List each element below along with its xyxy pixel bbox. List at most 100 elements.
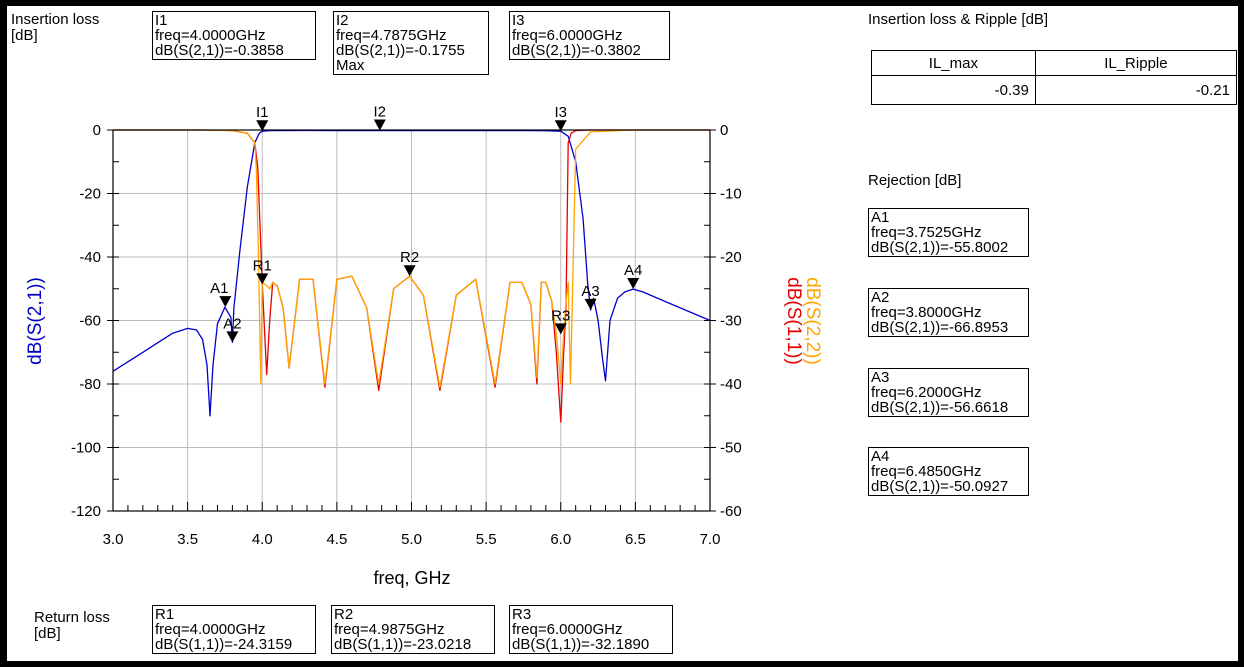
y-right-tick-label: 0 [720, 122, 728, 139]
marker-readout-r1[interactable]: R1 freq=4.0000GHz dB(S(1,1))=-24.3159 [152, 605, 316, 654]
y-right-tick-label: -60 [720, 503, 742, 520]
marker-readout-i3[interactable]: I3 freq=6.0000GHz dB(S(2,1))=-0.3802 [509, 11, 670, 60]
marker-readout-line: freq=3.8000GHz [871, 304, 982, 321]
marker-triangle-r1 [256, 273, 269, 285]
marker-readout-line: I2 [336, 12, 349, 29]
y-axis-right-label-s22: dB(S(2,2)) [802, 277, 823, 365]
x-tick-label: 5.5 [476, 531, 497, 548]
return-loss-unit: [dB] [34, 625, 61, 642]
il-max-value: -0.39 [871, 75, 1036, 105]
x-tick-label: 4.0 [252, 531, 273, 548]
marker-readout-line: dB(S(2,1))=-0.1755 [336, 42, 465, 59]
marker-readout-line: A4 [871, 448, 890, 465]
marker-readout-a4[interactable]: A4 freq=6.4850GHz dB(S(2,1))=-50.0927 [868, 447, 1029, 496]
marker-readout-i1[interactable]: I1 freq=4.0000GHz dB(S(2,1))=-0.3858 [152, 11, 316, 60]
marker-readout-a3[interactable]: A3 freq=6.2000GHz dB(S(2,1))=-56.6618 [868, 368, 1029, 417]
il-max-header: IL_max [871, 50, 1036, 76]
marker-readout-line: dB(S(1,1))=-23.0218 [334, 636, 472, 653]
marker-label-a2: A2 [223, 315, 241, 332]
marker-readout-line: dB(S(2,1))=-0.3858 [155, 42, 284, 59]
marker-readout-a2[interactable]: A2 freq=3.8000GHz dB(S(2,1))=-66.8953 [868, 288, 1029, 337]
y-left-tick-label: -20 [79, 186, 101, 203]
y-right-tick-label: -40 [720, 376, 742, 393]
y-right-tick-label: -30 [720, 313, 742, 330]
marker-readout-line: Max [336, 57, 365, 74]
page-canvas: Insertion loss [dB] I1 freq=4.0000GHz dB… [7, 6, 1238, 661]
x-tick-label: 7.0 [700, 531, 721, 548]
il-ripple-table: IL_max IL_Ripple -0.39 -0.21 [871, 50, 1238, 105]
il-ripple-title: Insertion loss & Ripple [dB] [868, 11, 1049, 28]
y-axis-left-label: dB(S(2,1)) [25, 277, 46, 365]
y-axis-right-label-s11: dB(S(1,1)) [783, 277, 804, 365]
y-left-tick-label: -40 [79, 249, 101, 266]
marker-readout-line: R1 [155, 606, 175, 623]
grid [112, 129, 711, 512]
marker-readout-line: I1 [155, 12, 168, 29]
marker-readout-line: freq=6.4850GHz [871, 463, 982, 480]
marker-readout-line: freq=6.2000GHz [871, 384, 982, 401]
marker-readout-line: freq=4.0000GHz [155, 621, 266, 638]
x-tick-label: 3.5 [177, 531, 198, 548]
marker-readout-a1[interactable]: A1 freq=3.7525GHz dB(S(2,1))=-55.8002 [868, 208, 1029, 257]
marker-readout-line: dB(S(2,1))=-50.0927 [871, 478, 1009, 495]
marker-readout-i2[interactable]: I2 freq=4.7875GHz dB(S(2,1))=-0.1755 Max [333, 11, 489, 75]
marker-readout-line: A2 [871, 289, 890, 306]
marker-label-r3: R3 [551, 307, 570, 324]
x-tick-label: 5.0 [401, 531, 422, 548]
x-tick-label: 4.5 [326, 531, 347, 548]
marker-glyphs: I1 I2 I3 R1 R2 R3 A1 A2 A3 A4 [210, 104, 642, 343]
marker-label-a1: A1 [210, 280, 228, 297]
marker-readout-r2[interactable]: R2 freq=4.9875GHz dB(S(1,1))=-23.0218 [331, 605, 495, 654]
marker-readout-line: freq=6.0000GHz [512, 621, 623, 638]
marker-triangle-a1 [219, 296, 232, 308]
insertion-loss-title: Insertion loss [11, 11, 100, 28]
marker-readout-line: R2 [334, 606, 354, 623]
marker-triangle-a4 [627, 278, 640, 290]
series-line-db-s-2-2- [113, 129, 710, 388]
marker-readout-line: freq=6.0000GHz [512, 27, 623, 44]
marker-triangle-r2 [403, 265, 416, 277]
marker-readout-line: R3 [512, 606, 532, 623]
marker-label-i2: I2 [374, 104, 387, 121]
insertion-loss-unit: [dB] [11, 27, 38, 44]
x-tick-label: 6.0 [550, 531, 571, 548]
marker-readout-line: dB(S(1,1))=-24.3159 [155, 636, 293, 653]
marker-triangle-i3 [554, 120, 567, 132]
marker-readout-line: A1 [871, 209, 890, 226]
plot-frame [112, 129, 711, 512]
marker-readout-line: freq=4.7875GHz [336, 27, 447, 44]
x-axis-label: freq, GHz [373, 568, 450, 588]
marker-triangle-a3 [584, 298, 597, 310]
il-ripple-header: IL_Ripple [1034, 50, 1238, 76]
marker-readout-r3[interactable]: R3 freq=6.0000GHz dB(S(1,1))=-32.1890 [509, 605, 673, 654]
marker-readout-line: freq=4.9875GHz [334, 621, 445, 638]
x-tick-label: 3.0 [103, 531, 124, 548]
y-right-tick-label: -20 [720, 249, 742, 266]
marker-label-a4: A4 [624, 262, 642, 279]
y-left-tick-label: -80 [79, 376, 101, 393]
marker-readout-line: dB(S(1,1))=-32.1890 [512, 636, 650, 653]
y-right-tick-label: -50 [720, 440, 742, 457]
marker-readout-line: I3 [512, 12, 525, 29]
y-left-tick-label: -100 [71, 440, 101, 457]
marker-readout-line: dB(S(2,1))=-56.6618 [871, 399, 1009, 416]
marker-label-r1: R1 [253, 257, 272, 274]
marker-label-r2: R2 [400, 249, 419, 266]
y-left-tick-label: -120 [71, 503, 101, 520]
y-left-tick-label: 0 [93, 122, 101, 139]
marker-label-i3: I3 [554, 104, 567, 121]
axis-ticks: 3.0 3.5 4.0 4.5 5.0 5.5 6.0 6.5 7.0 0 -20 -40 -60 -80… [71, 122, 742, 548]
sparameter-chart: 3.0 3.5 4.0 4.5 5.0 5.5 6.0 6.5 7.0 0 -20 -40 -60 -80… [25, 104, 823, 588]
il-ripple-value: -0.21 [1034, 75, 1238, 105]
marker-readout-line: freq=4.0000GHz [155, 27, 266, 44]
marker-triangle-r3 [554, 323, 567, 335]
marker-readout-line: dB(S(2,1))=-0.3802 [512, 42, 641, 59]
marker-readout-line: dB(S(2,1))=-66.8953 [871, 319, 1009, 336]
marker-label-a3: A3 [581, 283, 599, 300]
x-tick-label: 6.5 [625, 531, 646, 548]
marker-label-i1: I1 [256, 104, 269, 121]
marker-triangle-a2 [226, 331, 239, 343]
marker-readout-line: freq=3.7525GHz [871, 224, 982, 241]
marker-triangle-i1 [256, 120, 269, 132]
